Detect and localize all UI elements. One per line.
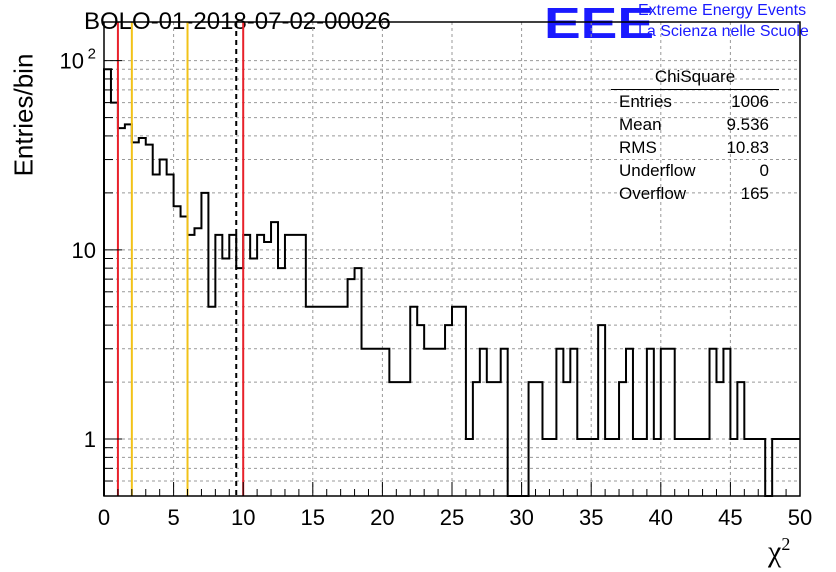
stats-value: 0 [759, 161, 769, 180]
x-axis-label: χ2 [768, 534, 790, 569]
stats-box-divider [611, 89, 779, 90]
stats-key: Underflow [619, 161, 696, 180]
stats-key: Entries [619, 92, 672, 111]
y-tick-label: 1 [84, 427, 96, 452]
stats-key: Mean [619, 115, 662, 134]
x-tick-label: 0 [98, 505, 110, 530]
histogram-series [103, 68, 800, 497]
stats-value: 165 [740, 184, 769, 203]
x-axis-label-exponent: 2 [781, 534, 791, 554]
stats-box: ChiSquare Entries 1006 Mean 9.536 RMS 10… [611, 66, 779, 206]
stats-value: 9.536 [726, 115, 769, 134]
stats-row-rms: RMS 10.83 [619, 138, 769, 160]
x-tick-label: 35 [579, 505, 603, 530]
y-tick-label: 10 [60, 49, 84, 74]
y-tick-label-exponent: 2 [88, 46, 96, 63]
logo-line-1: Extreme Energy Events [638, 2, 807, 19]
stats-row-mean: Mean 9.536 [619, 115, 769, 137]
y-tick-label: 10 [72, 238, 96, 263]
x-tick-label: 25 [440, 505, 464, 530]
stats-box-title: ChiSquare [654, 67, 736, 86]
x-tick-label: 10 [231, 505, 255, 530]
logo-line-2: La Scienza nelle Scuole [638, 23, 809, 40]
x-tick-label: 50 [788, 505, 812, 530]
stats-row-entries: Entries 1006 [619, 92, 769, 114]
stats-key: Overflow [619, 184, 687, 203]
stats-value: 10.83 [726, 138, 769, 157]
x-tick-label: 15 [301, 505, 325, 530]
x-tick-label: 20 [370, 505, 394, 530]
stats-row-overflow: Overflow 165 [619, 184, 769, 206]
x-tick-label: 5 [167, 505, 179, 530]
stats-key: RMS [619, 138, 657, 157]
stats-value: 1006 [731, 92, 769, 111]
stats-row-underflow: Underflow 0 [619, 161, 769, 183]
eee-logo-mark: EEE [544, 0, 655, 48]
x-tick-label: 30 [509, 505, 533, 530]
x-tick-label: 40 [649, 505, 673, 530]
x-tick-label: 45 [718, 505, 742, 530]
x-axis-label-symbol: χ [768, 535, 782, 568]
